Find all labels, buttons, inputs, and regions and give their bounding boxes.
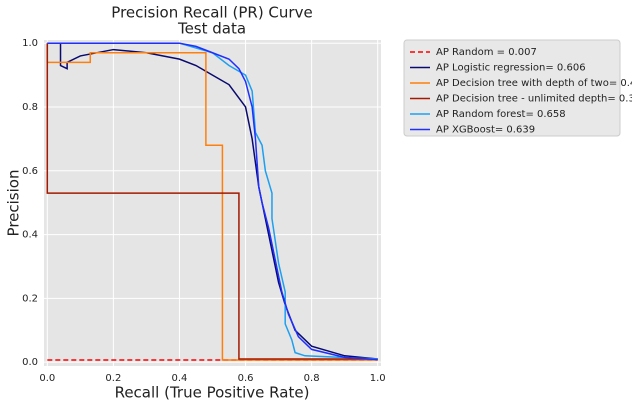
pr-curve xyxy=(47,42,378,361)
x-tick-label: 0.6 xyxy=(238,373,254,384)
x-tick-label: 0.8 xyxy=(304,373,320,384)
legend-label: AP Decision tree with depth of two= 0.49… xyxy=(436,78,632,89)
pr-curve xyxy=(46,43,378,360)
x-tick-label: 1.0 xyxy=(370,373,386,384)
y-tick-label: 0.2 xyxy=(22,293,38,304)
legend-label: AP Random = 0.007 xyxy=(436,47,537,58)
x-tick-label: 0.0 xyxy=(39,373,55,384)
y-axis-label: Precision xyxy=(5,170,23,237)
pr-curve xyxy=(46,43,378,361)
legend xyxy=(403,39,621,137)
y-tick-label: 0.8 xyxy=(22,102,38,113)
pr-curve xyxy=(47,42,378,360)
legend-label: AP XGBoost= 0.639 xyxy=(436,125,535,136)
legend-label: AP Random forest= 0.658 xyxy=(436,109,566,120)
chart-title: Precision Recall (PR) Curve xyxy=(111,4,312,22)
y-tick-label: 0.0 xyxy=(22,357,38,368)
x-tick-label: 0.2 xyxy=(105,373,121,384)
y-tick-label: 1.0 xyxy=(22,38,38,49)
plot-area xyxy=(44,40,381,366)
y-tick-label: 0.4 xyxy=(22,230,38,241)
x-axis-label: Recall (True Positive Rate) xyxy=(115,384,310,402)
legend-label: AP Decision tree - unlimited depth= 0.30… xyxy=(436,94,632,105)
x-tick-label: 0.4 xyxy=(172,373,188,384)
chart-subtitle: Test data xyxy=(177,20,246,38)
y-tick-label: 0.6 xyxy=(22,166,38,177)
legend-label: AP Logistic regression= 0.606 xyxy=(436,63,586,74)
